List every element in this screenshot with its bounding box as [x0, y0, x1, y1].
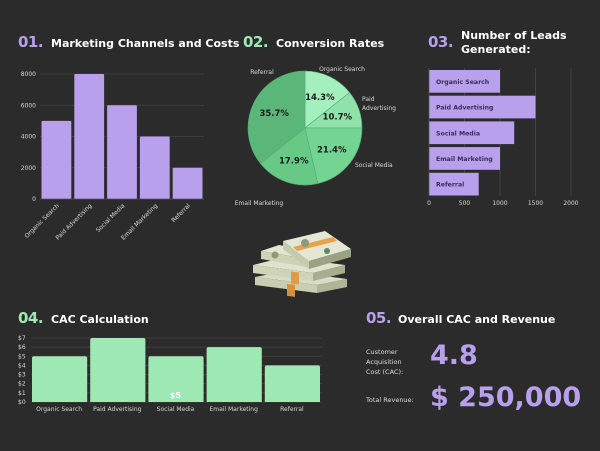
cac-label-line3: Cost (CAC):	[366, 368, 404, 376]
section-number-05: 05.	[366, 309, 392, 327]
x-tick-label: Email Marketing	[120, 202, 159, 241]
y-tick-label: 0	[32, 196, 36, 203]
section-number-02: 02.	[243, 33, 269, 51]
pie-value-label: 35.7%	[259, 109, 289, 119]
y-tick-label: $6	[18, 344, 26, 351]
y-tick-label: $7	[18, 335, 26, 342]
section-title-conversion-rates: Conversion Rates	[276, 37, 385, 50]
y-tick-label: $4	[18, 362, 26, 369]
bar-organic-search	[429, 70, 500, 93]
x-tick-label: 2000	[563, 200, 578, 207]
bar-social-media	[148, 356, 204, 402]
y-tick-label: $0	[18, 399, 26, 406]
money-stack-icon	[253, 231, 351, 297]
x-tick-label: Organic Search	[36, 406, 82, 413]
pie-value-label: 17.9%	[279, 156, 309, 166]
section-number-01: 01.	[18, 33, 44, 51]
cac-label: Customer Acquisition Cost (CAC):	[366, 347, 403, 377]
y-tick-label: 2000	[21, 165, 36, 172]
cac-label-line2: Acquisition	[366, 358, 402, 366]
x-tick-label: Organic Search	[23, 202, 61, 240]
bar-label: Referral	[436, 182, 464, 189]
x-tick-label: Paid Advertising	[54, 202, 93, 241]
x-tick-label: Paid Advertising	[93, 406, 142, 413]
bar-organic-search	[41, 120, 72, 199]
y-tick-label: $5	[18, 353, 26, 360]
bar-social-media	[107, 105, 137, 199]
section-title-leads: Number of Leads Generated:	[461, 29, 567, 57]
bar-social-media	[429, 121, 515, 145]
bar-referral	[429, 172, 479, 196]
x-tick-label: Email Marketing	[209, 406, 258, 413]
pie-slice-social-media	[304, 127, 363, 184]
section-number-03: 03.	[428, 33, 454, 51]
revenue-label: Total Revenue:	[366, 396, 414, 404]
x-tick-label: 0	[427, 200, 431, 207]
cac-value: 4.8	[430, 340, 478, 371]
cac-label-line1: Customer	[366, 348, 398, 356]
section-title-marketing-channels: Marketing Channels and Costs	[51, 37, 240, 50]
section-title-overall-cac: Overall CAC and Revenue	[398, 313, 556, 326]
section-title-leads-line1: Number of Leads	[461, 29, 567, 42]
bar-referral	[264, 365, 320, 402]
pie-slice-organic-search	[304, 70, 351, 129]
bar-email-marketing	[206, 347, 262, 402]
section-title-cac-calculation: CAC Calculation	[51, 313, 149, 326]
bar-organic-search	[32, 356, 88, 402]
pie-slice-email-marketing	[259, 127, 319, 186]
bar-referral	[172, 167, 203, 199]
bar-paid-advertising	[429, 95, 536, 119]
pie-value-label: 21.4%	[317, 145, 347, 155]
x-tick-label: 1500	[528, 200, 543, 207]
bar-paid-advertising	[74, 74, 105, 199]
bar-email-marketing	[139, 136, 170, 199]
y-tick-label: $2	[18, 381, 26, 388]
y-tick-label: 4000	[21, 134, 36, 141]
bar-label: Organic Search	[436, 79, 489, 86]
x-tick-label: Referral	[280, 406, 304, 413]
y-tick-label: $3	[18, 372, 26, 379]
x-tick-label: Social Media	[95, 202, 127, 234]
chart-leads-generated: 0 500 1000 1500 2000 Organic Search Paid Adver…	[427, 68, 579, 207]
revenue-value: $ 250,000	[430, 382, 582, 413]
pie-category-label: Organic Search	[319, 66, 365, 73]
chart-conversion-rates: 14.3% Organic Search 10.7% Paid Advertising 2…	[235, 66, 396, 207]
pie-value-label: 10.7%	[323, 113, 353, 123]
pie-slice-referral	[247, 70, 306, 164]
chart-cac-calculation: $0 $1 $2 $3 $4 $5 $6 $7 Organic Search Paid Adver…	[18, 335, 322, 413]
section-number-04: 04.	[18, 309, 44, 327]
pie-category-label: Social Media	[355, 162, 393, 169]
pie-value-label: 14.3%	[305, 93, 335, 103]
pie-category-label: Referral	[250, 69, 274, 76]
bar-label: Email Marketing	[436, 156, 493, 163]
x-tick-label: 500	[459, 200, 471, 207]
pie-category-label: Email Marketing	[235, 200, 284, 207]
y-tick-label: 6000	[21, 102, 36, 109]
bar-email-marketing	[429, 147, 500, 170]
section-title-leads-line2: Generated:	[461, 43, 531, 56]
bar-label: Social Media	[436, 130, 480, 137]
pie-category-label: Paid Advertising	[362, 96, 396, 112]
y-tick-label: 8000	[21, 71, 36, 78]
x-tick-label: 1000	[492, 200, 507, 207]
bar-label: Paid Advertising	[436, 105, 493, 112]
x-tick-label: Social Media	[157, 406, 195, 413]
y-tick-label: $1	[18, 390, 26, 397]
bar-paid-advertising	[90, 338, 146, 402]
x-tick-label: Referral	[170, 202, 192, 224]
bar-annotation: $5	[170, 391, 182, 400]
